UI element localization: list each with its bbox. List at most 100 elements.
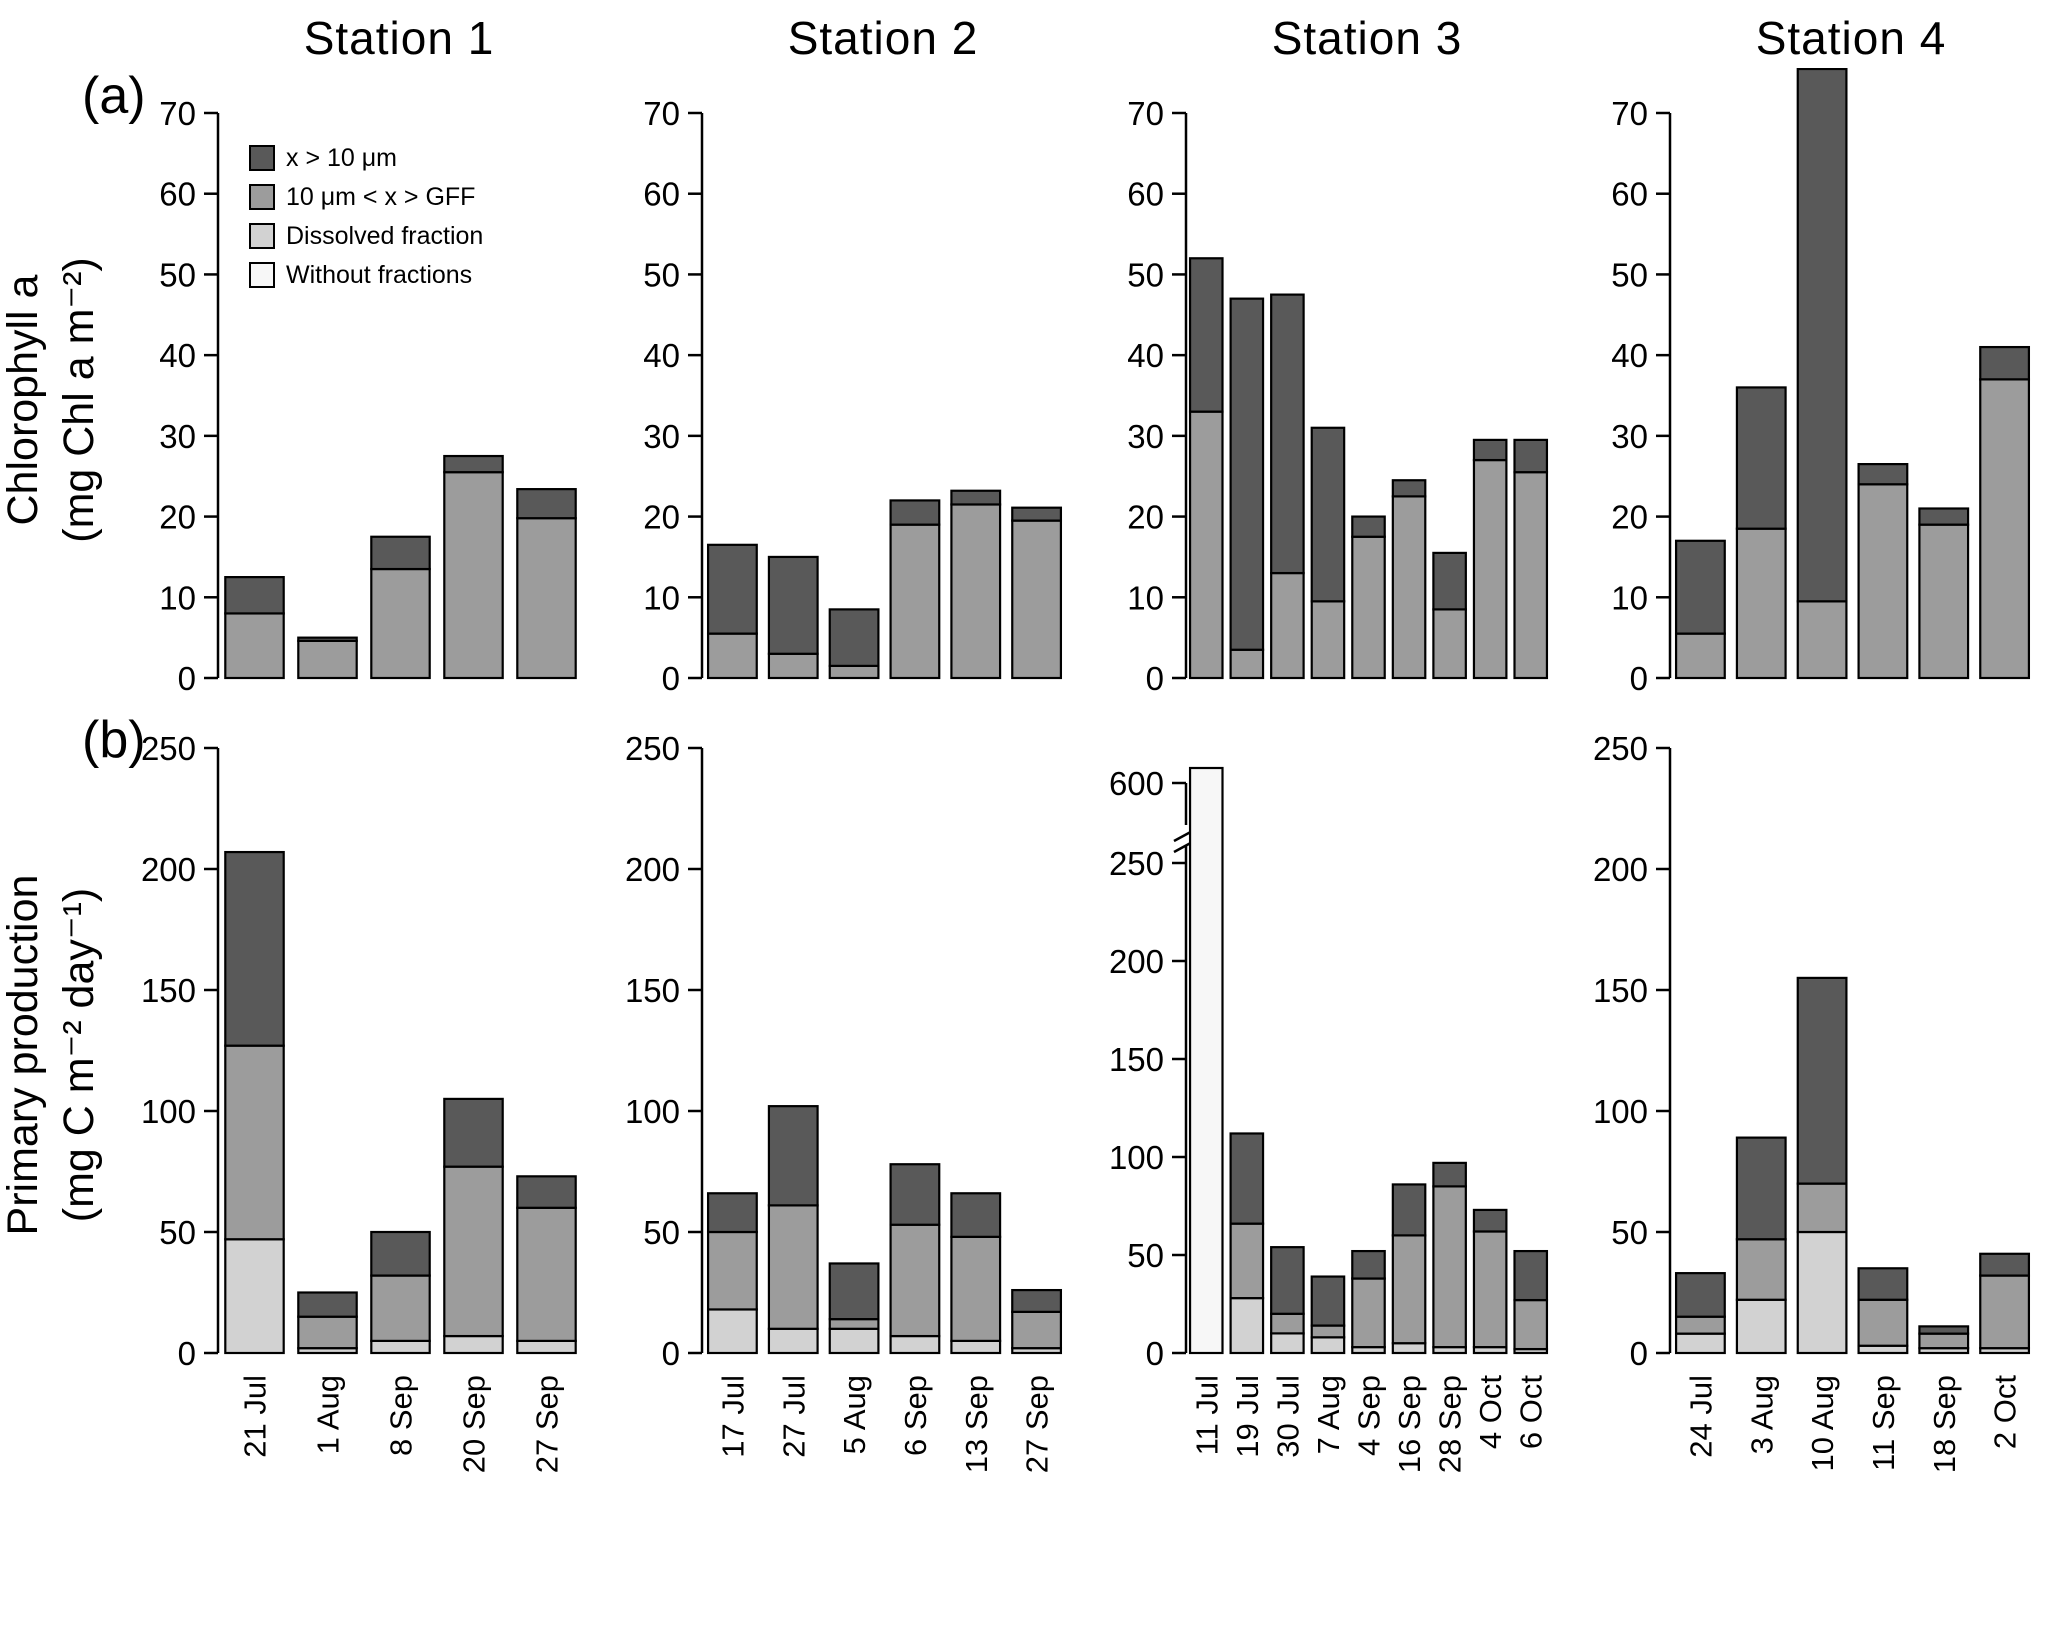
bar-segment <box>297 1315 358 1350</box>
bar-segment <box>950 1235 1002 1343</box>
chart-chlorophyll-station-2: 0 10 20 30 40 50 60 70 <box>643 95 1063 697</box>
station-2-title: Station 2 <box>787 12 979 64</box>
bar-segment <box>1472 1230 1508 1349</box>
bar-segment <box>1310 426 1346 603</box>
bar-segment <box>1011 519 1063 680</box>
bar-segment <box>1229 648 1265 680</box>
x-date-label: 27 Jul <box>776 1375 811 1458</box>
bar-segment <box>1270 571 1305 680</box>
y-tick-label: 0 <box>1630 660 1648 697</box>
bar-segment <box>706 1308 758 1355</box>
y-tick-label: 250 <box>1593 730 1648 767</box>
x-date-label: 20 Sep <box>457 1375 492 1473</box>
y-tick-label: 600 <box>1109 765 1164 802</box>
bar-segment <box>767 555 819 655</box>
legend-swatch <box>249 262 275 288</box>
bar-segment <box>1351 1277 1386 1349</box>
bar-segment <box>950 1339 1002 1355</box>
bar-segment <box>706 632 758 680</box>
ylabel-line: (mg Chl a m⁻²) <box>55 257 103 543</box>
y-tick-label: 30 <box>643 418 680 455</box>
bar-segment <box>1270 1246 1305 1315</box>
y-tick-label: 200 <box>1109 943 1164 980</box>
panel-label-a: (a) <box>82 67 146 125</box>
bar-segment <box>1229 1297 1265 1355</box>
bar-segment <box>1674 1315 1726 1335</box>
y-tick-label: 150 <box>141 972 196 1009</box>
x-date-label: 24 Jul <box>1683 1375 1718 1458</box>
bar-segment <box>1979 378 2031 680</box>
bar-segment <box>950 489 1002 506</box>
bar-segment <box>889 1163 941 1226</box>
bar-segment <box>516 1339 577 1355</box>
x-date-label: 16 Sep <box>1392 1375 1427 1473</box>
y-tick-label: 150 <box>1109 1041 1164 1078</box>
y-tick-label: 250 <box>141 730 196 767</box>
y-tick-label: 50 <box>643 1214 680 1251</box>
chart-chlorophyll-station-1: 0 10 20 30 40 50 60 70 x > 10 μm 10 μm < x > GFF D… <box>159 95 577 697</box>
x-date-label: 11 Sep <box>1866 1375 1901 1471</box>
bar-segment <box>297 639 358 680</box>
y-tick-label: 30 <box>1127 418 1164 455</box>
bar-segment <box>1857 483 1909 680</box>
bar-segment <box>1918 523 1970 680</box>
bar-segment <box>828 664 880 680</box>
chart-production-station-1: 0 50 100 150 200 250 21 Jul 1 Aug 8 Sep 20 Sep 27 … <box>141 730 577 1473</box>
bar-segment <box>1513 1249 1549 1302</box>
bar-segment <box>1351 535 1386 680</box>
y-tick-label: 30 <box>159 418 196 455</box>
x-date-label: 6 Oct <box>1514 1375 1549 1449</box>
y-tick-label: 70 <box>1127 95 1164 132</box>
x-date-label: 1 Aug <box>311 1375 346 1454</box>
y-tick-label: 0 <box>1146 1335 1164 1372</box>
y-tick-label: 50 <box>159 256 196 293</box>
bar-segment <box>1310 1336 1346 1355</box>
bar-segment <box>370 535 431 571</box>
bar-segment <box>1918 1332 1970 1350</box>
y-tick-label: 50 <box>1611 256 1648 293</box>
y-tick-label: 10 <box>1611 579 1648 616</box>
bar-segment <box>767 1204 819 1330</box>
y-tick-label: 40 <box>643 337 680 374</box>
chart-production-station-4: 0 50 100 150 200 250 24 Jul 3 Aug 10 Aug 11 Sep 18… <box>1593 730 2031 1473</box>
chart-chlorophyll-station-3: 0 10 20 30 40 50 60 70 <box>1127 95 1549 697</box>
bar-segment <box>1918 507 1970 526</box>
y-tick-label: 50 <box>643 256 680 293</box>
y-tick-label: 200 <box>141 851 196 888</box>
y-tick-label: 30 <box>1611 418 1648 455</box>
bar-segment <box>1472 458 1508 680</box>
panel-label-b: (b) <box>82 711 146 769</box>
x-date-label: 28 Sep <box>1433 1375 1468 1473</box>
bar-segment <box>1857 463 1909 486</box>
y-tick-label: 20 <box>643 499 680 536</box>
bar-segment <box>1011 1310 1063 1350</box>
station-1-title: Station 1 <box>303 12 495 64</box>
bar-segment <box>1472 1208 1508 1233</box>
panel-chlorophyll-station-2: 0 10 20 30 40 50 60 70 <box>602 68 1086 708</box>
bar-segment <box>1188 766 1224 1355</box>
bar-segment <box>1270 1312 1305 1335</box>
bar-segment <box>1270 1332 1305 1355</box>
legend-label: x > 10 μm <box>286 144 397 172</box>
legend-swatch <box>249 145 275 171</box>
bar-segment <box>1796 600 1848 680</box>
y-tick-label: 40 <box>1127 337 1164 374</box>
y-tick-label: 0 <box>1630 1335 1648 1372</box>
panel-production-station-1: 0 50 100 150 200 250 21 Jul 1 Aug 8 Sep 20 Sep 27 … <box>118 708 602 1608</box>
bar-segment <box>1229 1222 1265 1300</box>
x-date-label: 8 Sep <box>384 1375 419 1456</box>
bar-segment <box>828 608 880 667</box>
x-date-label: 11 Jul <box>1189 1375 1224 1455</box>
y-tick-label: 50 <box>1127 1237 1164 1274</box>
bar-segment <box>950 1192 1002 1238</box>
panel-production-station-3: 600 0 50 100 150 200 250 11 Jul 19 Jul 30 Jul 7 Au… <box>1086 708 1570 1608</box>
y-tick-label: 100 <box>625 1093 680 1130</box>
y-tick-label: 250 <box>1109 845 1164 882</box>
y-axis-label-primary-production: Primary production (mg C m⁻² day⁻¹) <box>0 875 108 1236</box>
y-tick-label: 10 <box>1127 579 1164 616</box>
bar-segment <box>297 1291 358 1318</box>
bar-segment <box>1674 1272 1726 1318</box>
panel-chlorophyll-station-4: 0 10 20 30 40 50 60 70 <box>1570 68 2054 708</box>
bar-segment <box>443 454 504 474</box>
bar-segment <box>1796 1182 1848 1234</box>
